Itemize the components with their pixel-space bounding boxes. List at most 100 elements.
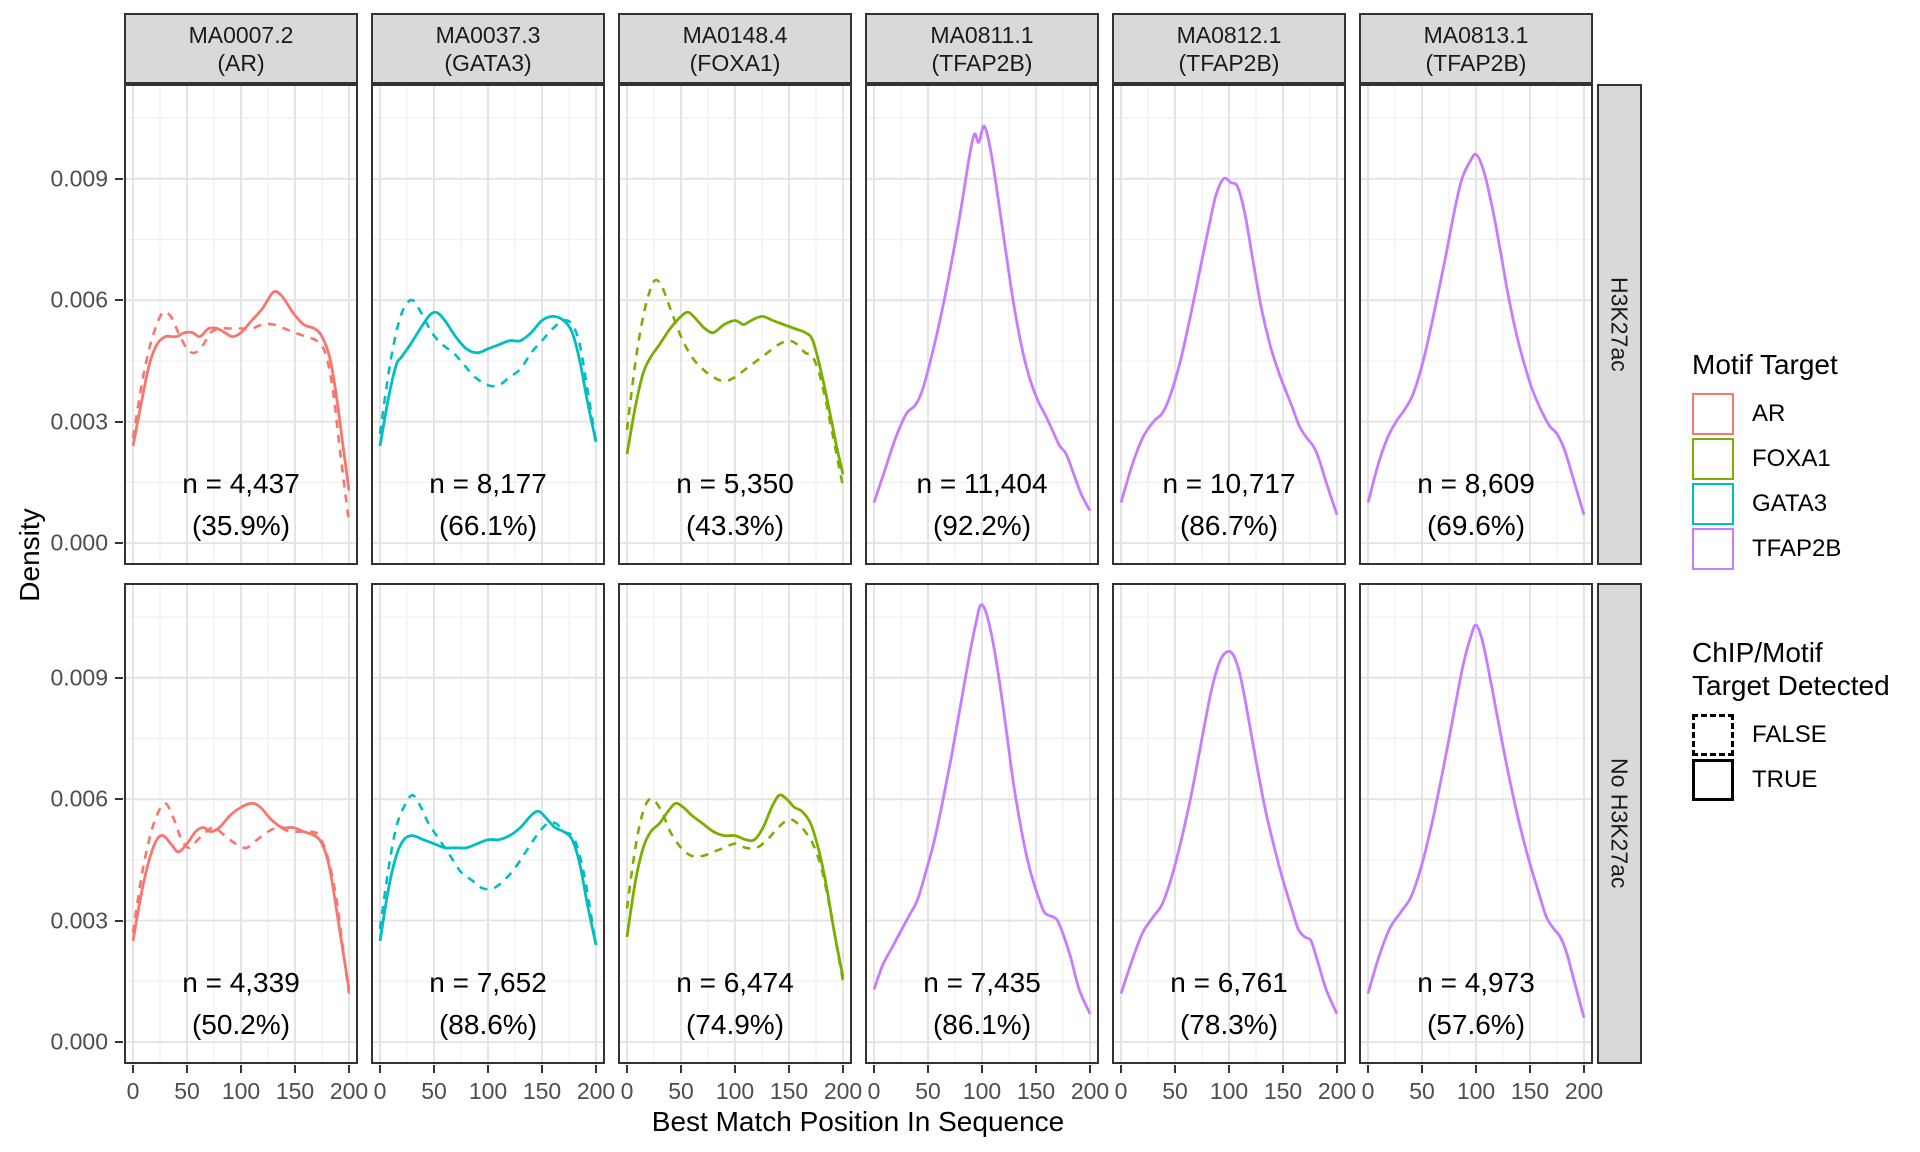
x-tick-mark bbox=[1583, 1065, 1585, 1073]
panel-n-annotation: n = 5,350 bbox=[676, 468, 794, 500]
x-tick-mark bbox=[294, 1065, 296, 1073]
panel-n-annotation: n = 6,474 bbox=[676, 967, 794, 999]
x-tick-label: 150 bbox=[275, 1078, 315, 1104]
facet-strip-col-MA0811.1: MA0811.1 (TFAP2B) bbox=[865, 13, 1099, 84]
x-tick-mark bbox=[1421, 1065, 1423, 1073]
panel-border bbox=[371, 583, 605, 1064]
x-tick-mark bbox=[541, 1065, 543, 1073]
panel-MA0813.1-No H3K27ac: n = 4,973 (57.6%) bbox=[1359, 583, 1593, 1064]
panel-MA0037.3-No H3K27ac: n = 7,652 (88.6%) bbox=[371, 583, 605, 1064]
density-curve-TRUE bbox=[625, 793, 845, 978]
facet-strip-col-MA0813.1: MA0813.1 (TFAP2B) bbox=[1359, 13, 1593, 84]
facet-strip-col-MA0037.3: MA0037.3 (GATA3) bbox=[371, 13, 605, 84]
legend-key-TRUE bbox=[1692, 759, 1734, 801]
legend-key-FALSE bbox=[1692, 714, 1734, 756]
x-tick-label: 50 bbox=[1409, 1078, 1435, 1104]
density-curve-FALSE bbox=[378, 298, 598, 443]
x-tick-mark bbox=[680, 1065, 682, 1073]
panel-pct-annotation: (35.9%) bbox=[191, 510, 291, 542]
panel-MA0007.2-No H3K27ac: n = 4,339 (50.2%) bbox=[124, 583, 358, 1064]
y-tick-mark bbox=[115, 299, 123, 302]
panel-pct-annotation: (86.1%) bbox=[932, 1009, 1032, 1041]
density-curve-TRUE bbox=[1366, 152, 1586, 516]
y-tick-mark bbox=[115, 420, 123, 423]
panel-svg bbox=[371, 84, 605, 565]
density-curve-FALSE bbox=[131, 802, 351, 994]
density-curve-TRUE bbox=[872, 124, 1092, 512]
legend-key-TFAP2B bbox=[1692, 528, 1734, 570]
legend-item-TRUE: TRUE bbox=[1692, 759, 1920, 801]
legend-key-GATA3 bbox=[1692, 483, 1734, 525]
panel-pct-annotation: (43.3%) bbox=[685, 510, 785, 542]
legend-motif-title: Motif Target bbox=[1692, 349, 1838, 380]
panel-border bbox=[1112, 84, 1346, 565]
panel-MA0007.2-H3K27ac: n = 4,437 (35.9%) bbox=[124, 84, 358, 565]
x-tick-label: 100 bbox=[962, 1078, 1002, 1104]
x-tick-mark bbox=[1475, 1065, 1477, 1073]
density-curve-TRUE bbox=[625, 310, 845, 475]
x-tick-label: 0 bbox=[620, 1078, 634, 1104]
panel-border bbox=[865, 583, 1099, 1064]
facet-strip-col-MA0148.4: MA0148.4 (FOXA1) bbox=[618, 13, 852, 84]
y-tick-label: 0.009 bbox=[50, 664, 108, 691]
panel-MA0148.4-H3K27ac: n = 5,350 (43.3%) bbox=[618, 84, 852, 565]
x-tick-mark bbox=[927, 1065, 929, 1073]
facet-strip-row-H3K27ac: H3K27ac bbox=[1597, 84, 1642, 565]
legend-item-FALSE: FALSE bbox=[1692, 714, 1920, 756]
legend-motif-target: Motif Target AR FOXA1 GATA3 TFAP2B bbox=[1692, 348, 1912, 570]
x-tick-label: 0 bbox=[867, 1078, 881, 1104]
panel-n-annotation: n = 8,177 bbox=[429, 468, 547, 500]
x-tick-label: 200 bbox=[1070, 1078, 1110, 1104]
x-tick-mark bbox=[734, 1065, 736, 1073]
panel-n-annotation: n = 11,404 bbox=[916, 468, 1048, 500]
panel-border bbox=[1359, 84, 1593, 565]
panel-pct-annotation: (88.6%) bbox=[438, 1009, 538, 1041]
panel-border bbox=[618, 583, 852, 1064]
panel-pct-annotation: (74.9%) bbox=[685, 1009, 785, 1041]
panel-svg bbox=[124, 84, 358, 565]
x-tick-mark bbox=[433, 1065, 435, 1073]
panel-pct-annotation: (57.6%) bbox=[1426, 1009, 1526, 1041]
x-axis-title: Best Match Position In Sequence bbox=[651, 1106, 1065, 1137]
x-tick-mark bbox=[981, 1065, 983, 1073]
panel-MA0812.1-No H3K27ac: n = 6,761 (78.3%) bbox=[1112, 583, 1346, 1064]
x-tick-label: 100 bbox=[715, 1078, 755, 1104]
y-tick-mark bbox=[115, 1041, 123, 1044]
x-tick-label: 0 bbox=[126, 1078, 140, 1104]
x-tick-mark bbox=[379, 1065, 381, 1073]
density-curve-FALSE bbox=[625, 797, 845, 982]
panel-pct-annotation: (92.2%) bbox=[932, 510, 1032, 542]
legend-detected: ChIP/Motif Target Detected FALSE TRUE bbox=[1692, 636, 1920, 801]
density-curve-TRUE bbox=[872, 603, 1092, 1015]
y-tick-label: 0.000 bbox=[50, 1028, 108, 1055]
panel-svg bbox=[371, 583, 605, 1064]
legend-item-GATA3: GATA3 bbox=[1692, 483, 1912, 525]
panel-pct-annotation: (86.7%) bbox=[1179, 510, 1279, 542]
x-tick-label: 150 bbox=[769, 1078, 809, 1104]
y-tick-mark bbox=[115, 798, 123, 801]
x-tick-mark bbox=[842, 1065, 844, 1073]
y-tick-mark bbox=[115, 177, 123, 180]
panel-pct-annotation: (69.6%) bbox=[1426, 510, 1526, 542]
x-tick-label: 150 bbox=[1510, 1078, 1550, 1104]
x-tick-mark bbox=[240, 1065, 242, 1073]
x-tick-mark bbox=[1367, 1065, 1369, 1073]
panel-n-annotation: n = 8,609 bbox=[1417, 468, 1535, 500]
x-tick-label: 150 bbox=[1263, 1078, 1303, 1104]
panel-svg bbox=[618, 84, 852, 565]
panel-border bbox=[865, 84, 1099, 565]
x-tick-label: 200 bbox=[1564, 1078, 1604, 1104]
x-tick-label: 50 bbox=[421, 1078, 447, 1104]
legend-label-GATA3: GATA3 bbox=[1752, 490, 1828, 517]
x-tick-label: 150 bbox=[1016, 1078, 1056, 1104]
legend-detected-title: ChIP/Motif Target Detected bbox=[1692, 637, 1890, 701]
panel-pct-annotation: (66.1%) bbox=[438, 510, 538, 542]
x-tick-mark bbox=[1529, 1065, 1531, 1073]
x-tick-mark bbox=[873, 1065, 875, 1073]
legend-item-FOXA1: FOXA1 bbox=[1692, 438, 1912, 480]
y-tick-label: 0.000 bbox=[50, 529, 108, 556]
x-tick-mark bbox=[1282, 1065, 1284, 1073]
panel-MA0037.3-H3K27ac: n = 8,177 (66.1%) bbox=[371, 84, 605, 565]
legend-label-FOXA1: FOXA1 bbox=[1752, 445, 1831, 472]
x-tick-mark bbox=[1228, 1065, 1230, 1073]
